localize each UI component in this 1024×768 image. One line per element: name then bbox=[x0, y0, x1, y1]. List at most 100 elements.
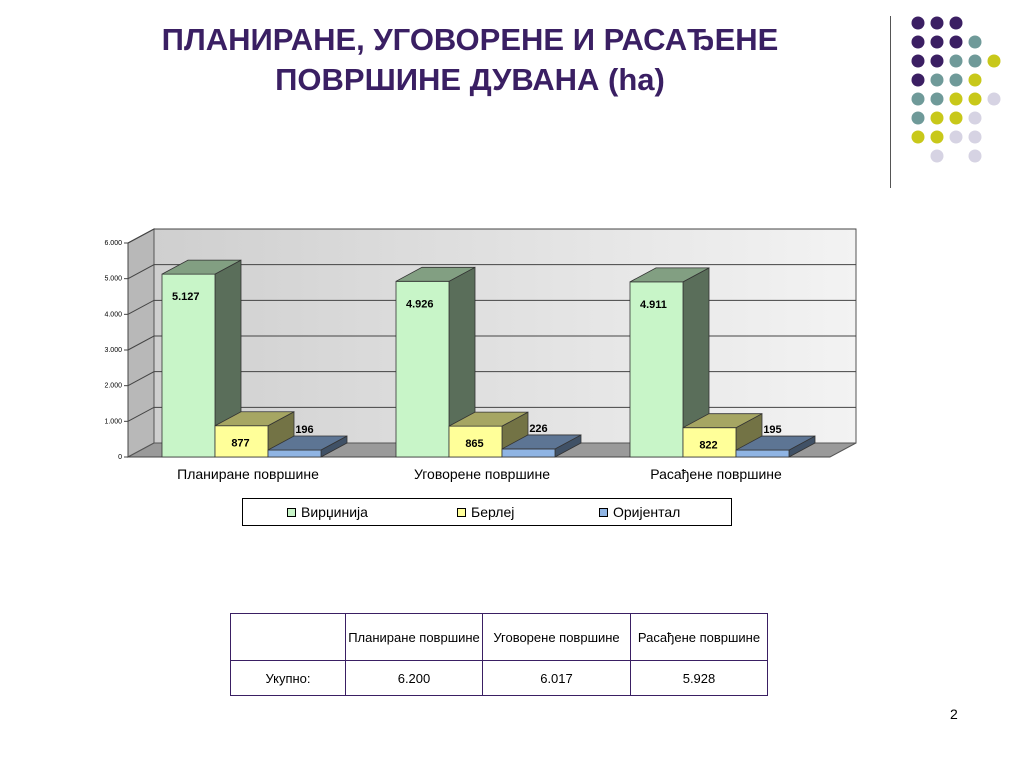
decorative-divider bbox=[890, 16, 891, 188]
decorative-dot bbox=[949, 130, 963, 144]
legend-item-virginia: Вирџинија bbox=[287, 504, 368, 520]
data-label: 196 bbox=[295, 424, 313, 436]
bar-top bbox=[161, 259, 242, 275]
data-label: 822 bbox=[699, 440, 717, 452]
bar-top bbox=[629, 267, 710, 283]
table-cell-contracted-total: 6.017 bbox=[482, 660, 631, 696]
slide-title-line-1: ПЛАНИРАНЕ, УГОВОРЕНЕ И РАСАЂЕНЕ bbox=[161, 22, 779, 57]
decorative-dot bbox=[968, 54, 982, 68]
bar bbox=[448, 425, 503, 458]
slide-title: ПЛАНИРАНЕ, УГОВОРЕНЕ И РАСАЂЕНЕ ПОВРШИНЕ… bbox=[100, 20, 840, 100]
decorative-dot bbox=[987, 92, 1001, 106]
legend-swatch-burley bbox=[457, 507, 466, 517]
y-tick-label: 2.000 bbox=[104, 383, 122, 390]
decorative-dot bbox=[987, 54, 1001, 68]
bar bbox=[214, 425, 269, 458]
decorative-dot bbox=[930, 111, 944, 125]
decorative-dot bbox=[949, 16, 963, 30]
bar-top bbox=[682, 413, 763, 429]
y-tick-label: 3.000 bbox=[104, 347, 122, 354]
decorative-dot bbox=[968, 111, 982, 125]
decorative-dot bbox=[911, 16, 925, 30]
bar bbox=[629, 281, 684, 458]
bar-chart: 0 1.000 2.000 3.000 4.000 5.000 6.000 5.127 877 1… bbox=[90, 220, 870, 540]
gridline bbox=[127, 299, 856, 315]
bar bbox=[501, 448, 556, 458]
decorative-dot bbox=[968, 130, 982, 144]
gridline bbox=[127, 228, 856, 244]
legend-label-burley: Берлеј bbox=[471, 504, 515, 520]
bars: 5.127 877 196 4.926 865 226 4.911 822 195 bbox=[161, 259, 816, 458]
decorative-dot bbox=[911, 92, 925, 106]
y-tick-label: 0 bbox=[118, 454, 122, 461]
x-tick-label: Уговорене површине bbox=[414, 466, 550, 482]
decorative-dot bbox=[930, 54, 944, 68]
decorative-dot bbox=[949, 54, 963, 68]
y-tick-label: 1.000 bbox=[104, 418, 122, 425]
legend-label-virginia: Вирџинија bbox=[301, 504, 368, 520]
bar bbox=[161, 273, 216, 458]
chart-legend: Вирџинија Берлеј Оријентал bbox=[242, 498, 732, 526]
gridline bbox=[127, 371, 856, 387]
x-tick-label: Планиране површине bbox=[177, 466, 319, 482]
decorative-dot bbox=[949, 92, 963, 106]
bar-top bbox=[735, 435, 816, 451]
gridline bbox=[127, 335, 856, 351]
data-label: 877 bbox=[231, 438, 249, 450]
y-tick-label: 4.000 bbox=[104, 311, 122, 318]
table-row: Укупно: 6.200 6.017 5.928 bbox=[230, 660, 768, 696]
legend-item-burley: Берлеј bbox=[457, 504, 514, 520]
bar bbox=[267, 449, 322, 458]
decorative-dot bbox=[930, 149, 944, 163]
decorative-dot bbox=[911, 130, 925, 144]
data-label: 5.127 bbox=[172, 291, 200, 303]
gridline bbox=[127, 406, 856, 422]
decorative-dot bbox=[911, 73, 925, 87]
bar bbox=[395, 280, 450, 458]
decorative-dot bbox=[911, 111, 925, 125]
bar-top bbox=[395, 266, 476, 282]
decorative-dot bbox=[949, 35, 963, 49]
bar bbox=[735, 449, 790, 458]
decorative-dot bbox=[911, 35, 925, 49]
decorative-dot bbox=[968, 73, 982, 87]
decorative-dot bbox=[968, 149, 982, 163]
bar-top bbox=[214, 411, 295, 427]
legend-swatch-virginia bbox=[287, 507, 296, 517]
table-cell-total-label: Укупно: bbox=[230, 660, 346, 696]
y-tick-label: 6.000 bbox=[104, 240, 122, 247]
data-label: 4.911 bbox=[640, 299, 667, 311]
table-header-planted: Расађене површине bbox=[630, 613, 768, 661]
gridline bbox=[127, 264, 856, 280]
decorative-dot bbox=[930, 16, 944, 30]
decorative-dot bbox=[911, 54, 925, 68]
x-tick-label: Расађене површине bbox=[650, 466, 782, 482]
data-label: 195 bbox=[763, 424, 781, 436]
table-header-contracted: Уговорене површине bbox=[482, 613, 631, 661]
decorative-dot bbox=[968, 92, 982, 106]
decorative-dot bbox=[949, 111, 963, 125]
decorative-dot bbox=[949, 73, 963, 87]
bar-top bbox=[501, 434, 582, 450]
decorative-dot bbox=[930, 130, 944, 144]
decorative-dot bbox=[930, 35, 944, 49]
legend-label-oriental: Оријентал bbox=[613, 504, 681, 520]
bar-top bbox=[267, 435, 348, 451]
data-label: 4.926 bbox=[406, 298, 434, 310]
legend-item-oriental: Оријентал bbox=[599, 504, 680, 520]
decorative-dot bbox=[968, 35, 982, 49]
bar-top bbox=[448, 411, 529, 427]
table-cell-planned-total: 6.200 bbox=[345, 660, 483, 696]
totals-table-header-row: Планиране површине Уговорене површине Ра… bbox=[230, 613, 768, 661]
decorative-dot-grid bbox=[911, 16, 1001, 163]
bar-chart-svg: 0 1.000 2.000 3.000 4.000 5.000 6.000 5.127 877 1… bbox=[104, 228, 857, 482]
decorative-dot bbox=[930, 92, 944, 106]
totals-table: Планиране површине Уговорене површине Ра… bbox=[230, 613, 768, 696]
table-header-empty bbox=[230, 613, 346, 661]
data-label: 865 bbox=[465, 438, 483, 450]
y-tick-label: 5.000 bbox=[104, 276, 122, 283]
legend-swatch-oriental bbox=[599, 507, 608, 517]
page-number: 2 bbox=[950, 706, 958, 722]
slide-title-line-2: ПОВРШИНЕ ДУВАНА (ha) bbox=[275, 62, 665, 97]
table-header-planned: Планиране површине bbox=[345, 613, 483, 661]
